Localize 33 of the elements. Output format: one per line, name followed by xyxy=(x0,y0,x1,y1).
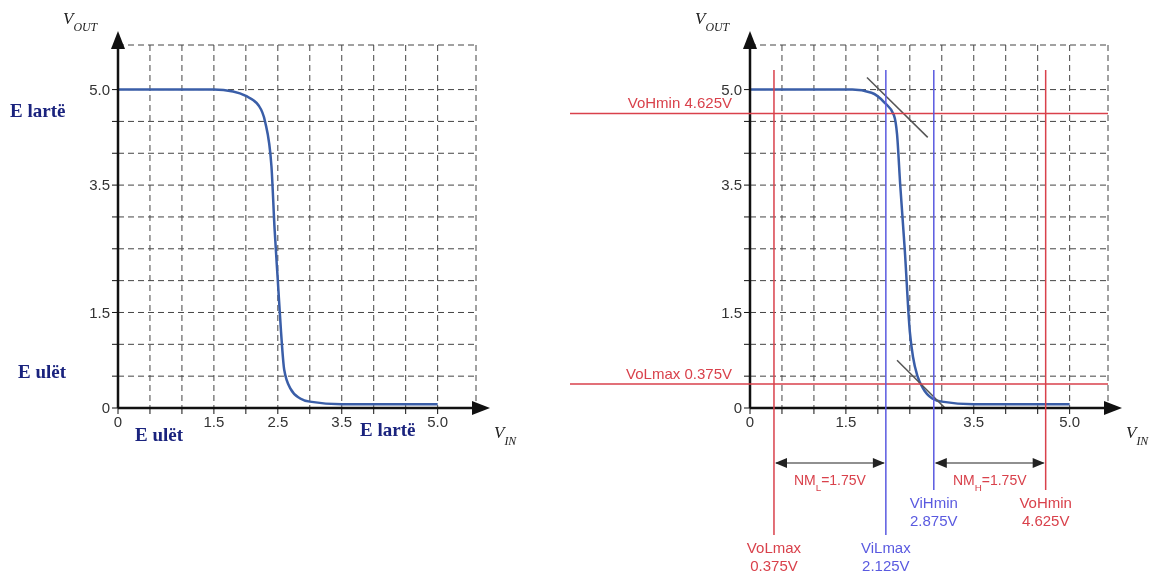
x-tick-label: 1.5 xyxy=(203,412,225,430)
text: E lartë xyxy=(360,419,416,440)
y-tick-label: 3.5 xyxy=(721,176,742,194)
y-tick-label: 0 xyxy=(101,399,110,417)
ref-line-label: VoLmax 0.375V xyxy=(626,365,732,383)
text: NM$_{H}$=1.75V xyxy=(952,472,1028,493)
x-tick-label: 3.5 xyxy=(331,412,353,430)
ref-line-label: ViLmax 2.125V xyxy=(860,539,912,574)
text: E lartë xyxy=(10,100,66,121)
line-series xyxy=(118,88,439,406)
x-tick-label: 5.0 xyxy=(427,412,449,430)
x-tick-label: 0 xyxy=(113,412,123,430)
y-tick-label: 1.5 xyxy=(89,303,110,321)
x-tick-label: 3.5 xyxy=(963,412,985,430)
x-tick-label: 1.5 xyxy=(835,412,857,430)
y-tick-label: 5.0 xyxy=(89,80,110,98)
y-tick-label: 0 xyxy=(733,399,742,417)
y-tick-label: 1.5 xyxy=(721,303,742,321)
x-tick-label: 2.5 xyxy=(267,412,289,430)
ref-line-label: ViHmin 2.875V xyxy=(909,494,958,529)
text: E ulët xyxy=(135,424,184,445)
text: E ulët xyxy=(18,361,67,382)
ref-line-label: VoLmax 0.375V xyxy=(746,539,802,574)
text: NM$_{L}$=1.75V xyxy=(793,472,867,493)
y-axis-title: V$_{OUT}$ xyxy=(695,9,731,34)
line-series xyxy=(750,88,1071,406)
x-tick-label: 0 xyxy=(745,412,755,430)
x-axis-title: V$_{IN}$ xyxy=(1126,423,1150,448)
ref-line-label: VoHmin 4.625V xyxy=(1019,494,1072,529)
x-axis-title: V$_{IN}$ xyxy=(494,423,518,448)
y-axis-title: V$_{OUT}$ xyxy=(63,9,99,34)
x-tick-label: 5.0 xyxy=(1059,412,1081,430)
y-tick-label: 3.5 xyxy=(89,176,110,194)
